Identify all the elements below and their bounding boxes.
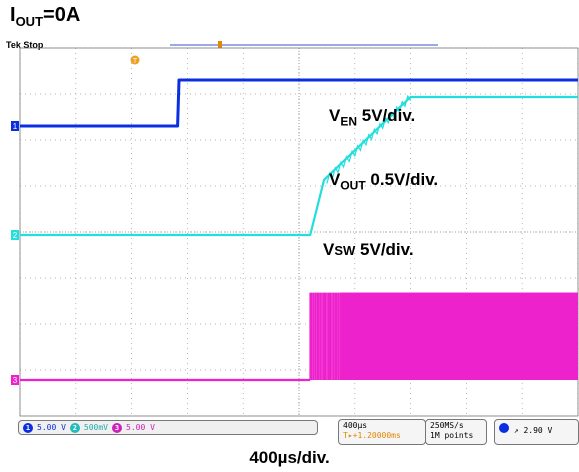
scope-status: Tek Stop (6, 40, 44, 50)
scope-status-bar: 1 5.00 V 2 500mV 3 5.00 V 400µs T▸+1.200… (18, 419, 579, 445)
x-axis-label: 400µs/div. (249, 448, 330, 467)
ch2-icon: 2 (69, 422, 80, 433)
ch2-scale: 500mV (83, 423, 108, 432)
ch1-ground-marker (11, 121, 19, 131)
ch1-ground-label: 1 (13, 122, 18, 131)
label-vout: VOUT 0.5V/div. (329, 170, 439, 193)
ch1-scale: 5.00 V (37, 423, 66, 432)
trigger-marker-icon (130, 55, 140, 65)
trigger-box: ↗ 2.90 V (494, 419, 579, 445)
acquisition-box: 250MS/s 1M points (425, 419, 487, 445)
trigger-marker-label: T (133, 58, 138, 65)
record-bar-marker (218, 41, 222, 48)
timebase-box: 400µs T▸+1.20000ms (338, 419, 426, 445)
label-ven: VEN 5V/div. (329, 106, 416, 129)
ch2-ground-label: 2 (13, 231, 18, 240)
ven-trace (20, 78, 578, 128)
vsw-burst-fill (340, 292, 578, 380)
ch3-scale: 5.00 V (126, 423, 155, 432)
trigger-source-icon (499, 423, 509, 433)
chart-title: IOUT=0A (10, 4, 81, 29)
channel-scales: 1 5.00 V 2 500mV 3 5.00 V (18, 420, 318, 435)
ch3-icon: 3 (112, 422, 122, 433)
vout-ripple (326, 94, 412, 184)
vout-trace (20, 95, 578, 237)
ch3-ground-label: 3 (13, 376, 18, 385)
ch3-ground-marker (11, 375, 19, 385)
plot-frame (19, 47, 579, 417)
ch1-icon: 1 (23, 422, 33, 433)
label-vsw: VSW 5V/div. (323, 240, 414, 259)
ch2-ground-marker (11, 230, 19, 240)
